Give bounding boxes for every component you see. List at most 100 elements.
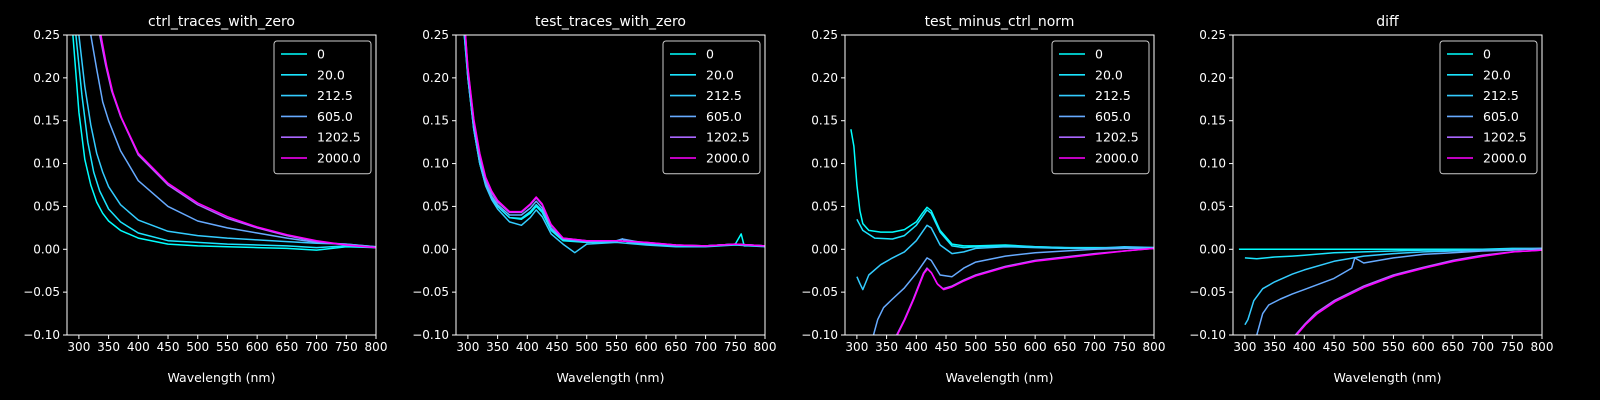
chart-panel-3: diff 300 350 400 450 500 550 600 650 700 750 800 −0.…: [1189, 14, 1553, 385]
x-tick-label: 800: [754, 340, 777, 354]
x-tick-label: 650: [275, 340, 298, 354]
legend-label: 20.0: [1483, 67, 1511, 82]
y-tick-label: 0.10: [1199, 157, 1226, 171]
y-tick-label: 0.00: [811, 242, 838, 256]
chart-title: test_minus_ctrl_norm: [925, 14, 1075, 30]
y-tick-label: 0.05: [422, 199, 449, 213]
legend-label: 605.0: [1095, 109, 1131, 124]
x-tick-label: 550: [216, 340, 239, 354]
x-tick-label: 650: [664, 340, 687, 354]
legend-label: 20.0: [706, 67, 734, 82]
series-lines: [1238, 247, 1542, 335]
legend-label: 212.5: [1095, 88, 1131, 103]
x-tick-label: 300: [845, 340, 868, 354]
y-tick-label: 0.05: [33, 199, 60, 213]
legend: 0 20.0 212.5 605.0 1202.5 2000.0: [273, 40, 372, 175]
y-tick-label: 0.10: [422, 157, 449, 171]
axes-frame: [1232, 34, 1543, 336]
series-line-212.5: [1244, 247, 1542, 326]
legend-label: 1202.5: [317, 130, 361, 145]
axes-frame: [455, 34, 766, 336]
y-tick-label: −0.10: [801, 328, 838, 342]
x-tick-label: 600: [635, 340, 658, 354]
axes-frame: [844, 34, 1155, 336]
series-line-20.0: [1244, 247, 1542, 260]
y-tick-label: −0.10: [1189, 328, 1226, 342]
y-tick-label: 0.20: [33, 71, 60, 85]
x-tick-label: 750: [724, 340, 747, 354]
x-tick-label: 400: [905, 340, 928, 354]
x-tick-label: 700: [694, 340, 717, 354]
legend-label: 0: [1095, 47, 1103, 62]
y-tick-label: −0.10: [23, 328, 60, 342]
x-tick-label: 800: [365, 340, 388, 354]
y-tick-label: 0.10: [811, 157, 838, 171]
chart-panel-1: test_traces_with_zero 300 350 400 450 500 550 6…: [412, 14, 776, 385]
series-line-2000.0: [100, 35, 376, 249]
x-tick-label: 550: [1382, 340, 1405, 354]
legend-label: 1202.5: [1483, 130, 1527, 145]
legend-label: 605.0: [706, 109, 742, 124]
y-tick-label: 0.20: [811, 71, 838, 85]
x-tick-label: 500: [964, 340, 987, 354]
legend-label: 0: [706, 47, 714, 62]
legend-label: 212.5: [1483, 88, 1519, 103]
legend-label: 20.0: [1095, 67, 1123, 82]
y-tick-label: 0.00: [1199, 242, 1226, 256]
x-tick-label: 700: [1083, 340, 1106, 354]
series-line-20.0: [75, 35, 376, 249]
x-tick-label: 700: [305, 340, 328, 354]
legend-label: 605.0: [317, 109, 353, 124]
chart-title: ctrl_traces_with_zero: [148, 14, 295, 30]
y-tick-label: 0.05: [811, 199, 838, 213]
legend-label: 2000.0: [1095, 151, 1139, 166]
series-line-212.5: [78, 35, 376, 248]
legend-label: 20.0: [317, 67, 345, 82]
y-tick-label: −0.05: [412, 285, 449, 299]
series-line-605.0: [872, 247, 1154, 335]
y-tick-label: −0.05: [1189, 285, 1226, 299]
y-tick-label: 0.15: [422, 114, 449, 128]
x-tick-label: 450: [546, 340, 569, 354]
axes-frame: [66, 34, 377, 336]
chart-panel-2: test_minus_ctrl_norm 300 350 400 450 500 550 60…: [801, 14, 1165, 385]
x-tick-label: 500: [186, 340, 209, 354]
legend-label: 212.5: [317, 88, 353, 103]
x-tick-label: 500: [1352, 340, 1375, 354]
y-tick-label: 0.15: [33, 114, 60, 128]
x-tick-label: 700: [1471, 340, 1494, 354]
legend-label: 0: [317, 47, 325, 62]
y-tick-label: 0.20: [1199, 71, 1226, 85]
legend: 0 20.0 212.5 605.0 1202.5 2000.0: [1439, 40, 1538, 175]
y-tick-label: 0.25: [422, 28, 449, 42]
x-tick-label: 750: [1113, 340, 1136, 354]
y-tick-label: 0.15: [1199, 114, 1226, 128]
series-line-2000.0: [1296, 249, 1542, 335]
series-line-212.5: [856, 224, 1154, 291]
legend-label: 0: [1483, 47, 1491, 62]
x-tick-label: 500: [575, 340, 598, 354]
y-tick-label: −0.10: [412, 328, 449, 342]
y-tick-label: 0.25: [33, 28, 60, 42]
x-tick-label: 400: [516, 340, 539, 354]
x-tick-label: 750: [1501, 340, 1524, 354]
x-tick-label: 550: [994, 340, 1017, 354]
x-tick-label: 350: [1263, 340, 1286, 354]
legend-label: 605.0: [1483, 109, 1519, 124]
y-tick-label: 0.25: [1199, 28, 1226, 42]
chart-panel-0: ctrl_traces_with_zero 300 350 400 450 500 550 6…: [23, 14, 387, 385]
y-tick-label: 0.05: [1199, 199, 1226, 213]
series-lines: [463, 35, 765, 254]
chart-title: diff: [1376, 14, 1399, 30]
x-tick-label: 300: [456, 340, 479, 354]
x-tick-label: 350: [486, 340, 509, 354]
x-tick-label: 650: [1053, 340, 1076, 354]
legend-label: 2000.0: [1483, 151, 1527, 166]
y-tick-label: −0.05: [23, 285, 60, 299]
series-line-2000.0: [464, 35, 765, 247]
x-tick-label: 450: [935, 340, 958, 354]
series-line-0: [72, 35, 376, 251]
x-axis-label: Wavelength (nm): [1334, 370, 1442, 385]
